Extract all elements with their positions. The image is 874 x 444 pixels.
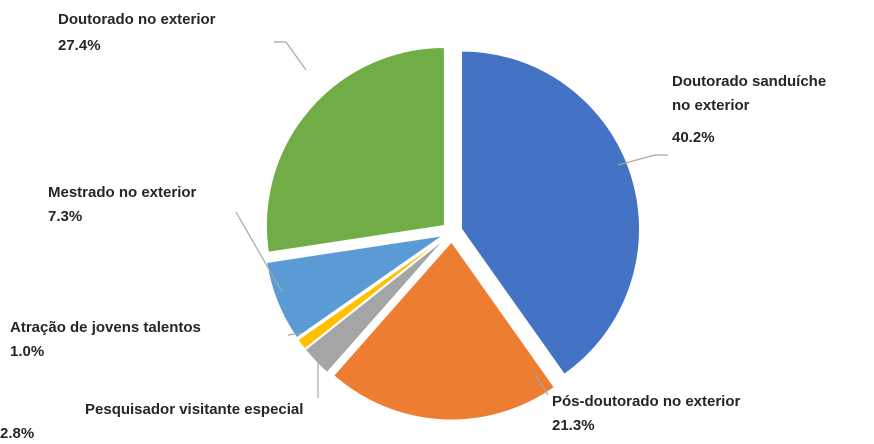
- slice-label: Doutorado no exterior: [58, 11, 216, 28]
- value-label: 27.4%: [58, 37, 101, 54]
- value-label: 40.2%: [672, 129, 715, 146]
- slice-label: Doutorado sanduíche no exterior: [672, 73, 827, 114]
- value-label: 7.3%: [48, 208, 83, 225]
- slice: [297, 237, 445, 350]
- slice-label: Mestrado no exterior: [48, 184, 197, 201]
- leader-line: [274, 41, 307, 71]
- slice-label: Pesquisador visitante especial: [85, 401, 304, 418]
- leader-line: [287, 332, 303, 336]
- slice: [266, 235, 444, 339]
- leader-line: [534, 374, 549, 396]
- slice: [333, 241, 555, 421]
- value-label: 2.8%: [0, 425, 35, 442]
- value-label: 1.0%: [10, 343, 45, 360]
- slice: [304, 238, 446, 374]
- leader-line: [617, 154, 668, 166]
- slice: [265, 46, 445, 253]
- slice-label: Atração de jovens talentos: [10, 319, 201, 336]
- slice: [461, 50, 640, 375]
- slice-label: Pós-doutorado no exterior: [552, 393, 741, 410]
- value-label: 21.3%: [552, 417, 595, 434]
- leader-lines: [235, 41, 668, 398]
- leader-line: [235, 211, 283, 293]
